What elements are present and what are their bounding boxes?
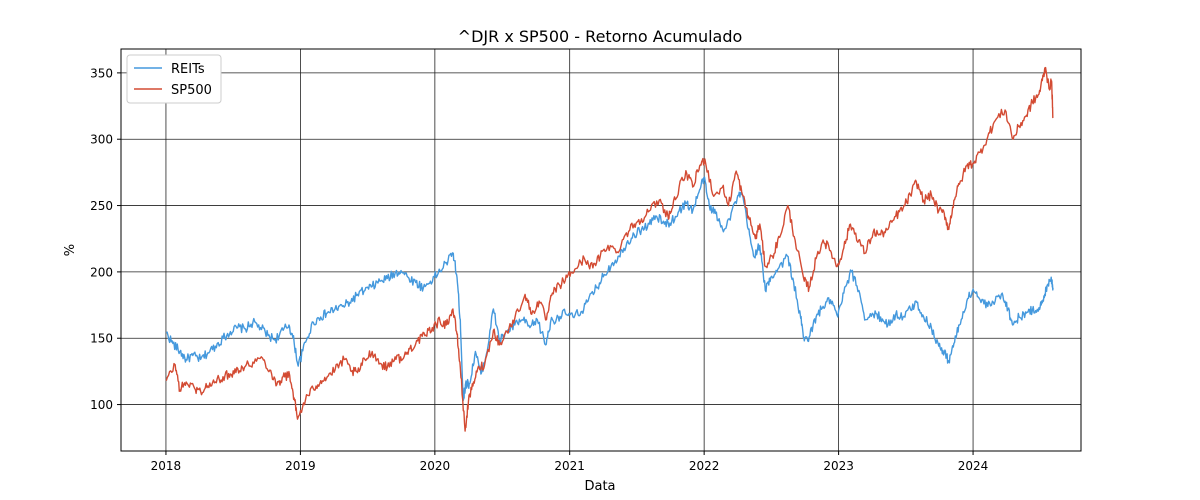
grid-lines (121, 49, 1081, 451)
y-axis-label: % (63, 244, 78, 256)
y-tick-label-200: 200 (90, 265, 113, 279)
x-tick-label-2024: 2024 (958, 459, 989, 473)
plot-series (165, 66, 1054, 432)
x-tick-label-2023: 2023 (823, 459, 854, 473)
y-tick-label-100: 100 (90, 398, 113, 412)
series-line-reits (165, 176, 1054, 402)
x-tick-label-2019: 2019 (285, 459, 316, 473)
legend-box (126, 54, 222, 104)
legend-label-reits: REITs (171, 62, 205, 77)
x-tick-label-2020: 2020 (420, 459, 451, 473)
x-tick-label-2022: 2022 (689, 459, 720, 473)
x-tick-label-2021: 2021 (554, 459, 585, 473)
plot-area (120, 48, 1082, 452)
x-tick-label-2018: 2018 (151, 459, 182, 473)
axis-ticks: 2018 2019 2020 2021 2022 2023 2024 100 150 200 250… (90, 66, 988, 473)
series-line-sp500 (165, 66, 1054, 432)
y-tick-label-350: 350 (90, 66, 113, 80)
y-tick-label-300: 300 (90, 133, 113, 147)
chart-title: ^DJR x SP500 - Retorno Acumulado (458, 27, 743, 46)
y-tick-label-150: 150 (90, 332, 113, 346)
legend: REITs SP500 (126, 54, 222, 104)
x-axis-label: Data (584, 479, 615, 494)
legend-label-sp500: SP500 (171, 83, 212, 98)
y-tick-label-250: 250 (90, 199, 113, 213)
